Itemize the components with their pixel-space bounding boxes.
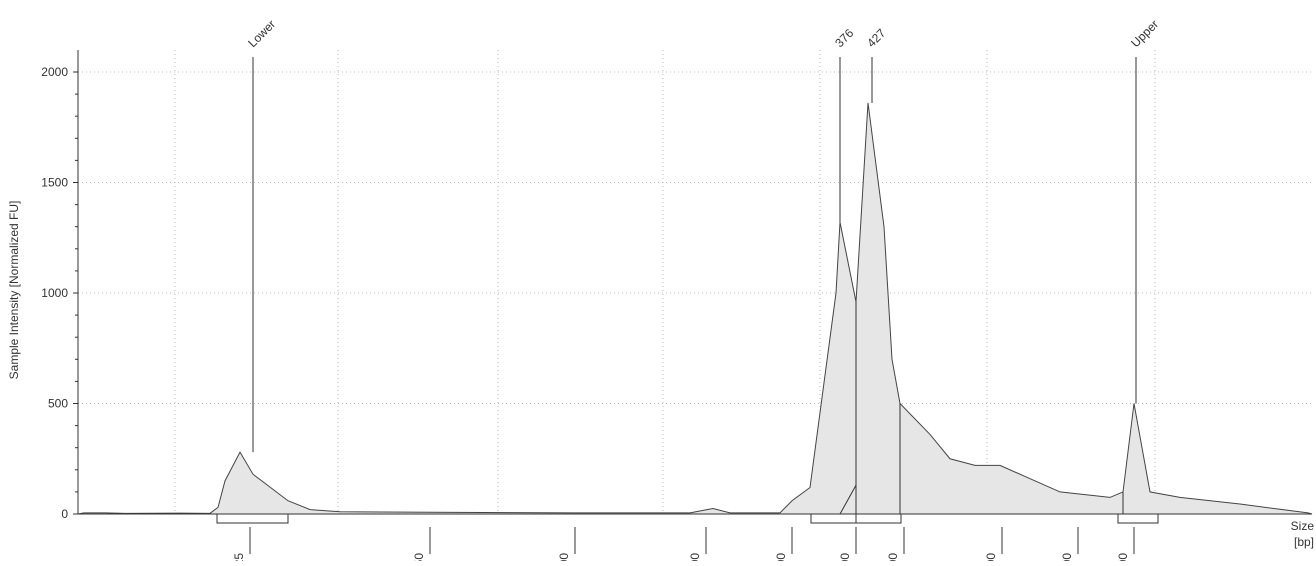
peak-bracket: [810, 514, 857, 524]
y-tick-label: 1500: [41, 176, 68, 190]
peak-label: 427: [864, 26, 888, 50]
x-ticks: 25 50 100 200 300 400 500 700 1000 1500: [232, 527, 1135, 566]
x-tick-label: 50: [412, 553, 426, 561]
peak-label: Lower: [245, 17, 278, 50]
x-tick-label: 25: [232, 553, 246, 561]
x-axis-label: Size: [1291, 519, 1315, 533]
x-tick-label: 300: [774, 553, 788, 561]
peak-label: Upper: [1128, 17, 1161, 50]
x-axis-unit-label: [bp]: [1294, 535, 1314, 549]
peak-bracket: [1117, 514, 1159, 524]
x-tick-label: 1500: [1116, 553, 1130, 561]
peak-bracket: [855, 514, 902, 524]
x-tick-label: 200: [688, 553, 702, 561]
peak-label: 376: [832, 26, 856, 50]
x-tick-label: 700: [984, 553, 998, 561]
x-tick-label: 400: [838, 553, 852, 561]
x-tick-label: 500: [886, 553, 900, 561]
peak-region-line: [839, 485, 857, 515]
y-tick-label: 1000: [41, 286, 68, 300]
bracket-layer: [216, 514, 1159, 524]
y-tick-label: 2000: [41, 65, 68, 79]
y-ticks: 0 500 1000 1500 2000: [41, 65, 78, 521]
y-tick-label: 500: [48, 397, 68, 411]
peak-bracket: [216, 514, 289, 524]
trace-layer: [77, 102, 1313, 515]
y-tick-label: 0: [61, 507, 68, 521]
peak-labels: Lower 376 427 Upper: [245, 17, 1161, 453]
grid: [78, 50, 1312, 514]
x-tick-label: 100: [557, 553, 571, 561]
y-axis-label: Sample Intensity [Normalized FU]: [7, 201, 21, 380]
x-tick-label: 1000: [1060, 553, 1074, 561]
electropherogram-trace: [77, 102, 1313, 515]
axes: [77, 50, 1312, 515]
